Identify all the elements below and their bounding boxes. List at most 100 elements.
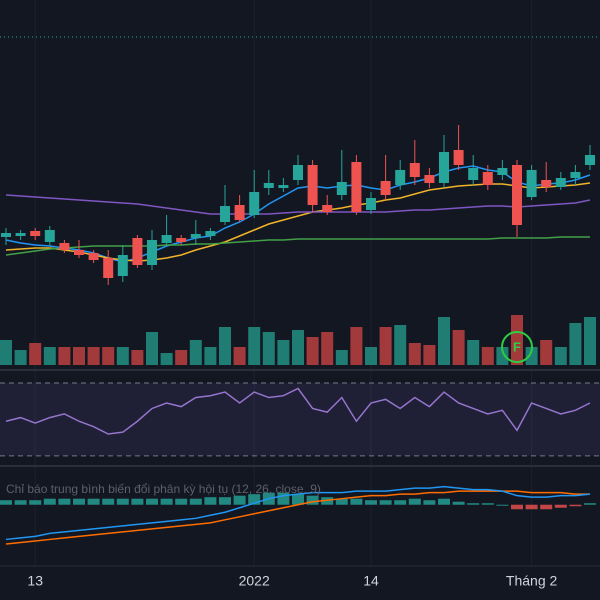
volume-bar xyxy=(73,347,85,365)
macd-histogram-bar xyxy=(233,495,246,505)
volume-bar xyxy=(496,347,509,365)
volume-bar xyxy=(262,332,275,365)
candle-body xyxy=(497,168,508,175)
volume-bar xyxy=(365,347,377,365)
volume-bar xyxy=(87,347,100,365)
macd-histogram-bar xyxy=(481,503,494,505)
volume-bar xyxy=(146,332,158,365)
candle-body xyxy=(526,170,537,197)
macd-line xyxy=(5,485,591,541)
volume-bar xyxy=(0,340,12,365)
candle-body xyxy=(15,233,26,236)
volume-bar xyxy=(248,327,261,365)
candle-body xyxy=(307,165,318,205)
macd-histogram-bar xyxy=(102,498,115,505)
volume-bar xyxy=(189,340,202,365)
macd-histogram-bar xyxy=(554,504,567,508)
volume-bar xyxy=(43,347,56,365)
x-tick-label: 14 xyxy=(363,573,379,589)
candle-body xyxy=(132,238,143,265)
volume-bar xyxy=(452,330,465,365)
candle-body xyxy=(30,231,41,236)
x-tick-label: 2022 xyxy=(239,573,270,589)
macd-histogram-bar xyxy=(335,498,348,505)
candle-body xyxy=(439,152,449,183)
macd-histogram-bar xyxy=(131,498,144,505)
macd-histogram-bar xyxy=(452,501,465,505)
volume-bar xyxy=(408,343,421,365)
volume-bar xyxy=(306,337,319,365)
candle-body xyxy=(293,165,303,180)
candle-body xyxy=(147,240,157,265)
candle-body xyxy=(424,175,435,183)
macd-histogram-bar xyxy=(292,494,304,505)
macd-histogram-bar xyxy=(496,504,509,506)
macd-histogram-bar xyxy=(511,504,523,510)
candle-body xyxy=(409,163,420,177)
candle-body xyxy=(205,231,216,236)
volume-bar xyxy=(277,340,290,365)
macd-histogram-bar xyxy=(365,500,377,505)
moving-average-line xyxy=(5,194,591,215)
signal-line xyxy=(5,490,590,545)
volume-bar xyxy=(379,327,392,365)
candle-body xyxy=(570,172,581,178)
macd-histogram-bar xyxy=(58,498,71,505)
macd-histogram-bar xyxy=(189,498,202,505)
macd-histogram-bar xyxy=(540,504,553,510)
candle-body xyxy=(74,250,84,255)
macd-histogram-bar xyxy=(73,498,85,505)
candle-body xyxy=(44,230,55,242)
candle-body xyxy=(541,180,552,187)
x-tick-label: 13 xyxy=(27,573,43,589)
x-tick-label: Tháng 2 xyxy=(506,573,558,589)
candle-body xyxy=(59,243,70,250)
macd-histogram-bar xyxy=(350,498,363,505)
candle-body xyxy=(220,206,230,222)
candle-body xyxy=(176,238,187,242)
macd-histogram-bar xyxy=(29,500,42,505)
volume-bar xyxy=(29,343,42,365)
macd-histogram-bar xyxy=(248,494,261,505)
candle-body xyxy=(263,183,274,188)
macd-histogram-bar xyxy=(408,498,421,505)
volume-bar xyxy=(131,350,144,365)
macd-histogram-bar xyxy=(219,497,231,505)
macd-histogram-bar xyxy=(204,497,217,505)
candle-body xyxy=(88,253,99,260)
macd-histogram-bar xyxy=(394,500,407,505)
macd-histogram-bar xyxy=(160,498,173,505)
volume-bar xyxy=(14,350,27,365)
candle-body xyxy=(585,155,595,165)
candle-body xyxy=(322,205,333,212)
volume-bar xyxy=(511,315,523,365)
candle-body xyxy=(249,192,260,215)
macd-histogram-bar xyxy=(175,498,188,505)
volume-bar xyxy=(335,350,348,365)
candle-body xyxy=(512,165,522,225)
candle-body xyxy=(366,198,376,210)
volume-bar xyxy=(554,347,567,365)
candle-body xyxy=(278,185,289,188)
rsi-line xyxy=(5,387,591,435)
candle-body xyxy=(161,235,172,243)
macd-histogram-bar xyxy=(14,500,27,505)
macd-histogram-bar xyxy=(146,498,158,505)
candle-body xyxy=(395,170,406,185)
macd-histogram-bar xyxy=(467,503,480,505)
volume-bar xyxy=(584,317,596,365)
candle-body xyxy=(453,150,464,165)
macd-histogram-bar xyxy=(438,498,450,505)
macd-histogram-bar xyxy=(87,498,100,505)
volume-bar xyxy=(116,347,129,365)
volume-bar xyxy=(160,353,173,365)
rsi-band-fill xyxy=(0,382,600,456)
macd-histogram-bar xyxy=(423,500,436,505)
volume-bar xyxy=(204,347,217,365)
volume-bar xyxy=(423,345,436,365)
volume-bar xyxy=(438,317,450,365)
volume-bar xyxy=(321,332,334,365)
